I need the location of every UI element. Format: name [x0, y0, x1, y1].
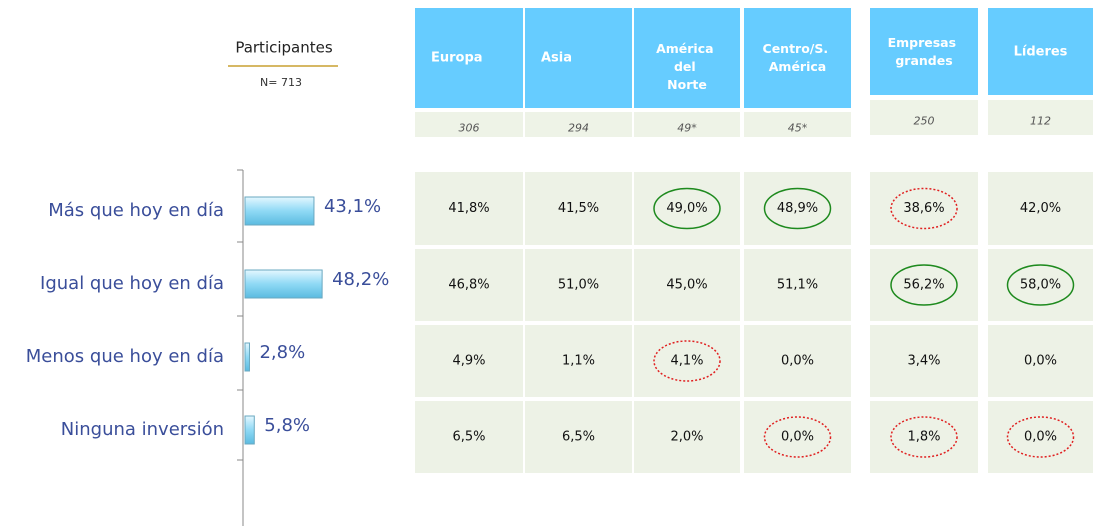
cell-value: 51,1%	[777, 278, 818, 293]
sample-size-bg	[634, 112, 740, 137]
cell-value: 51,0%	[558, 278, 599, 293]
column-header-bg	[525, 8, 632, 108]
highlight-circle	[890, 187, 958, 230]
participants-n: N= 713	[260, 76, 302, 89]
cell-value: 49,0%	[666, 201, 707, 216]
column-header: Asia	[541, 51, 572, 66]
cell-value: 56,2%	[903, 278, 944, 293]
highlight-circle	[653, 187, 721, 230]
cell-bg	[744, 172, 851, 245]
cell-bg	[415, 172, 523, 245]
cell-value: 38,6%	[903, 201, 944, 216]
value-label: 43,1%	[324, 196, 381, 217]
cell-bg	[525, 325, 632, 397]
cell-value: 42,0%	[1020, 201, 1061, 216]
category-label: Menos que hoy en día	[26, 346, 224, 367]
sample-size-bg	[415, 112, 523, 137]
cell-bg	[870, 249, 978, 321]
cell-value: 4,1%	[670, 354, 703, 369]
cell-value: 41,5%	[558, 201, 599, 216]
cell-bg	[634, 172, 740, 245]
participants-title: Participantes	[235, 39, 333, 57]
sample-size-bg	[525, 112, 632, 137]
sample-size: 250	[914, 115, 935, 128]
category-label: Más que hoy en día	[48, 200, 224, 221]
cell-bg	[525, 249, 632, 321]
column-header-bg	[744, 8, 851, 108]
sample-size-bg	[870, 100, 978, 135]
cell-value: 46,8%	[448, 278, 489, 293]
cell-bg	[634, 249, 740, 321]
cell-value: 2,0%	[670, 430, 703, 445]
highlight-circle	[763, 187, 832, 230]
highlight-circle	[890, 416, 958, 458]
cell-bg	[988, 325, 1093, 397]
cell-bg	[744, 401, 851, 473]
cell-bg	[634, 325, 740, 397]
column-header-bg	[988, 8, 1093, 95]
sample-size: 294	[568, 122, 589, 135]
column-header: Empresas grandes	[888, 35, 961, 68]
category-label: Igual que hoy en día	[40, 273, 224, 294]
cell-bg	[525, 401, 632, 473]
cell-value: 45,0%	[666, 278, 707, 293]
column-header: Líderes	[1014, 45, 1068, 60]
cell-value: 1,8%	[907, 430, 940, 445]
column-header: América del Norte	[656, 41, 718, 92]
sample-size: 45*	[788, 122, 808, 135]
bar	[244, 196, 315, 226]
sample-size: 306	[459, 122, 480, 135]
cell-value: 58,0%	[1020, 278, 1061, 293]
sample-size-bg	[744, 112, 851, 137]
cell-value: 0,0%	[1024, 430, 1057, 445]
bar	[244, 415, 255, 445]
column-header-bg	[634, 8, 740, 108]
highlight-circle	[763, 416, 832, 458]
sample-size: 49*	[677, 122, 697, 135]
bar	[244, 269, 323, 299]
cell-bg	[988, 401, 1093, 473]
sample-size-bg	[988, 100, 1093, 135]
cell-bg	[415, 249, 523, 321]
cell-bg	[870, 172, 978, 245]
bar	[244, 342, 250, 372]
cell-value: 0,0%	[781, 430, 814, 445]
cell-bg	[525, 172, 632, 245]
value-label: 5,8%	[264, 415, 310, 436]
cell-value: 1,1%	[562, 354, 595, 369]
cell-bg	[744, 249, 851, 321]
highlight-circle	[653, 340, 721, 382]
cell-value: 41,8%	[448, 201, 489, 216]
cell-value: 0,0%	[781, 354, 814, 369]
cell-bg	[415, 325, 523, 397]
cell-bg	[988, 172, 1093, 245]
cell-value: 6,5%	[562, 430, 595, 445]
column-header: Centro/S. América	[763, 41, 833, 74]
highlight-circle	[890, 264, 958, 306]
column-header-bg	[415, 8, 523, 108]
cell-value: 6,5%	[452, 430, 485, 445]
cell-bg	[744, 325, 851, 397]
cell-bg	[870, 325, 978, 397]
value-label: 2,8%	[259, 342, 305, 363]
cell-bg	[988, 249, 1093, 321]
cell-bg	[870, 401, 978, 473]
column-header: Europa	[431, 51, 483, 66]
highlight-circle	[1006, 416, 1075, 458]
cell-bg	[634, 401, 740, 473]
cell-value: 0,0%	[1024, 354, 1057, 369]
sample-size: 112	[1030, 115, 1051, 128]
highlight-circle	[1006, 264, 1075, 306]
value-label: 48,2%	[332, 269, 389, 290]
cell-value: 4,9%	[452, 354, 485, 369]
column-header-bg	[870, 8, 978, 95]
cell-value: 3,4%	[907, 354, 940, 369]
cell-bg	[415, 401, 523, 473]
cell-value: 48,9%	[777, 201, 818, 216]
category-label: Ninguna inversión	[61, 419, 224, 440]
